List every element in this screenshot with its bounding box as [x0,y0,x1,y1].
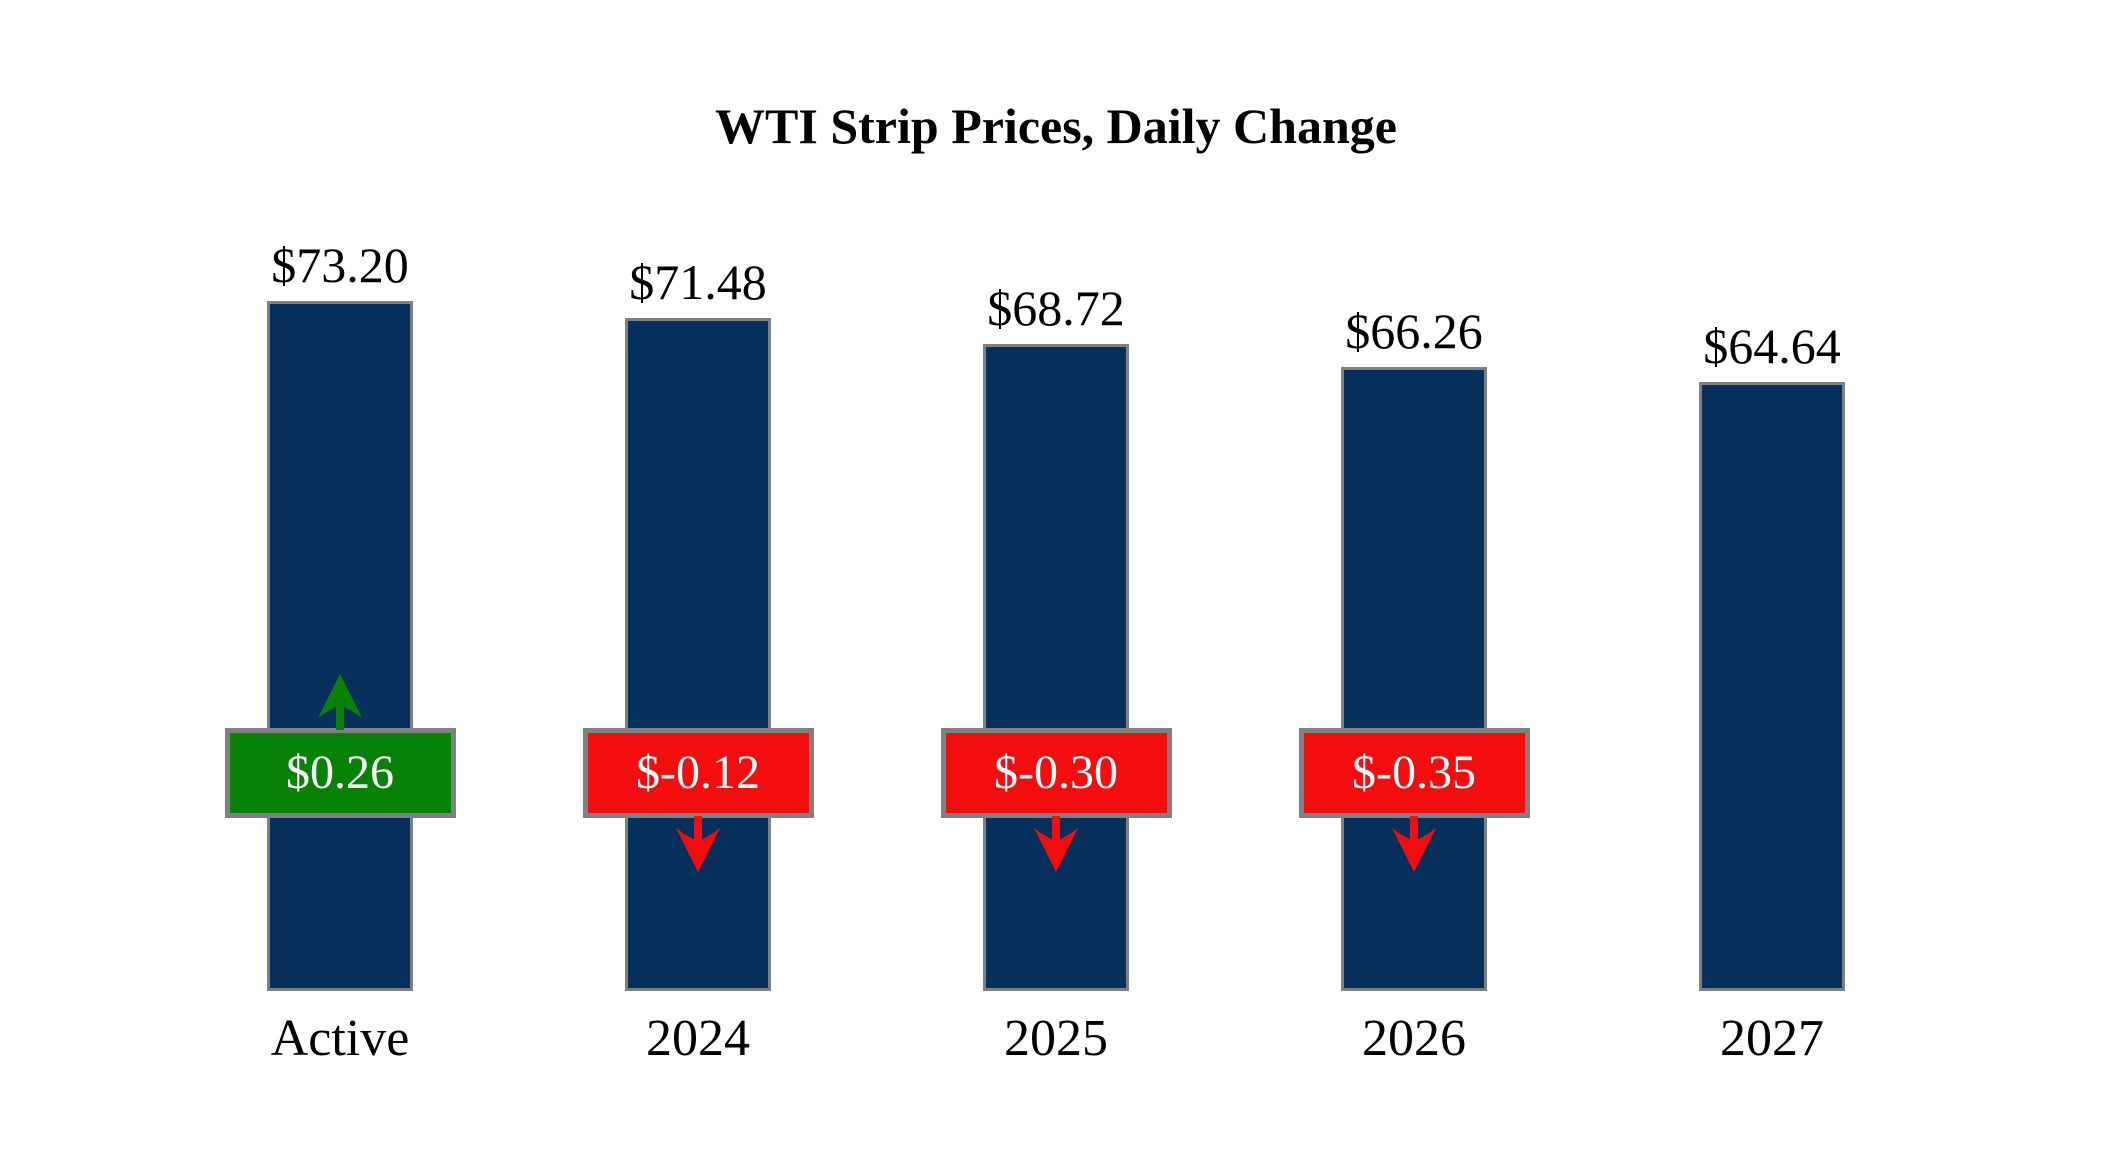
category-label-active: Active [270,1010,410,1067]
bar-2026 [1341,367,1487,991]
change-badge-active: $0.26 [224,728,456,818]
bar-2027 [1699,382,1845,991]
down-arrow-icon [1388,816,1440,879]
price-label-active: $73.20 [271,237,409,293]
category-label-2026: 2026 [1362,1010,1466,1067]
bar-2025 [983,344,1129,991]
down-arrow-icon [1030,816,1082,879]
price-label-2027: $64.64 [1703,318,1841,374]
change-badge-2025: $-0.30 [940,728,1172,818]
chart-title: WTI Strip Prices, Daily Change [715,98,1397,154]
price-label-2025: $68.72 [987,280,1125,336]
category-label-2027: 2027 [1720,1010,1824,1067]
bar-2024 [625,318,771,991]
change-badge-2024: $-0.12 [582,728,814,818]
down-arrow-icon [672,816,724,879]
price-label-2024: $71.48 [629,254,767,310]
up-arrow-icon [314,672,366,735]
change-badge-2026: $-0.35 [1298,728,1530,818]
category-label-2024: 2024 [646,1010,750,1067]
price-label-2026: $66.26 [1345,303,1483,359]
category-label-2025: 2025 [1004,1010,1108,1067]
bar-active [267,301,413,991]
